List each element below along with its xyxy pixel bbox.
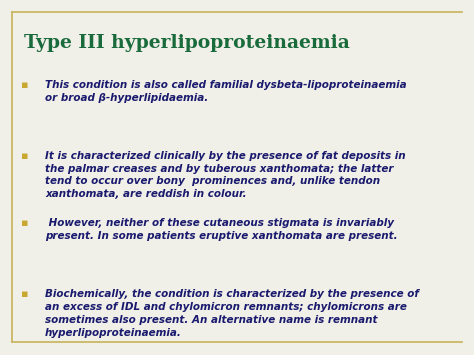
- Text: This condition is also called familial dysbeta-lipoproteinaemia
or broad β-hyper: This condition is also called familial d…: [45, 80, 407, 103]
- Text: However, neither of these cutaneous stigmata is invariably
present. In some pati: However, neither of these cutaneous stig…: [45, 218, 398, 241]
- Text: ▪: ▪: [21, 218, 29, 228]
- Text: ▪: ▪: [21, 80, 29, 90]
- Text: ▪: ▪: [21, 151, 29, 161]
- Text: Biochemically, the condition is characterized by the presence of
an excess of ID: Biochemically, the condition is characte…: [45, 289, 419, 338]
- Text: Type III hyperlipoproteinaemia: Type III hyperlipoproteinaemia: [24, 34, 349, 52]
- Text: It is characterized clinically by the presence of fat deposits in
the palmar cre: It is characterized clinically by the pr…: [45, 151, 406, 199]
- Text: ▪: ▪: [21, 289, 29, 299]
